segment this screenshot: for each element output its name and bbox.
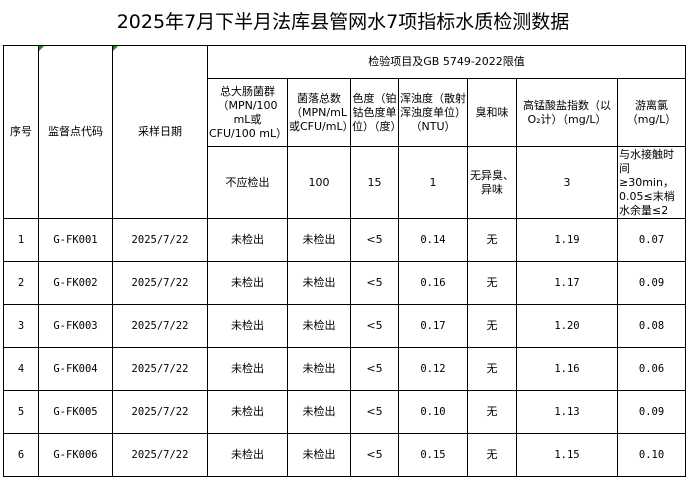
value-cell[interactable]: <5	[350, 304, 399, 348]
value-cell[interactable]: 无	[467, 304, 517, 348]
table-row: 6 G-FK006 2025/7/22 未检出 未检出 <5 0.15 无 1.15 0.10	[3, 433, 686, 477]
seq-cell[interactable]: 1	[3, 218, 39, 262]
value-cell[interactable]: 未检出	[287, 304, 351, 348]
value-cell[interactable]: 未检出	[207, 261, 288, 305]
value-cell[interactable]: <5	[350, 390, 399, 434]
value-cell[interactable]: 1.20	[516, 304, 618, 348]
value-cell[interactable]: 0.17	[398, 304, 468, 348]
water-quality-table: 序号 监督点代码 采样日期 检验项目及GB 5749-2022限值 总大肠菌群（…	[3, 45, 686, 477]
value-cell[interactable]: 未检出	[287, 347, 351, 391]
value-cell[interactable]: 无	[467, 347, 517, 391]
header-item[interactable]: 色度（铂钴色度单位）（度）	[350, 78, 399, 147]
value-cell[interactable]: <5	[350, 218, 399, 262]
limit-cell[interactable]: 15	[350, 146, 399, 219]
header-item[interactable]: 高锰酸盐指数（以O₂计）（mg/L）	[516, 78, 618, 147]
value-cell[interactable]: 0.10	[616, 433, 686, 477]
value-cell[interactable]: 0.10	[398, 390, 468, 434]
header-group[interactable]: 检验项目及GB 5749-2022限值	[206, 45, 686, 79]
value-cell[interactable]: 无	[467, 261, 517, 305]
seq-cell[interactable]: 5	[3, 390, 39, 434]
value-cell[interactable]: 0.07	[616, 218, 686, 262]
limit-cell[interactable]: 100	[287, 146, 351, 219]
header-item[interactable]: 总大肠菌群（MPN/100 mL或 CFU/100 mL）	[207, 78, 288, 147]
header-seq[interactable]: 序号	[3, 45, 39, 219]
date-cell[interactable]: 2025/7/22	[112, 347, 208, 391]
value-cell[interactable]: 未检出	[287, 261, 351, 305]
value-cell[interactable]: 未检出	[207, 390, 288, 434]
date-cell[interactable]: 2025/7/22	[112, 390, 208, 434]
value-cell[interactable]: 1.13	[516, 390, 618, 434]
table-row: 5 G-FK005 2025/7/22 未检出 未检出 <5 0.10 无 1.13 0.09	[3, 390, 686, 434]
seq-cell[interactable]: 3	[3, 304, 39, 348]
page-title: 2025年7月下半月法库县管网水7项指标水质检测数据	[116, 11, 570, 33]
seq-cell[interactable]: 4	[3, 347, 39, 391]
limit-cell[interactable]: 不应检出	[207, 146, 288, 219]
value-cell[interactable]: 1.16	[516, 347, 618, 391]
comment-marker	[113, 46, 118, 51]
value-cell[interactable]: 1.17	[516, 261, 618, 305]
value-cell[interactable]: 未检出	[287, 218, 351, 262]
value-cell[interactable]: 0.09	[616, 390, 686, 434]
value-cell[interactable]: 0.08	[616, 304, 686, 348]
table-row: 3 G-FK003 2025/7/22 未检出 未检出 <5 0.17 无 1.20 0.08	[3, 304, 686, 348]
table-row: 2 G-FK002 2025/7/22 未检出 未检出 <5 0.16 无 1.17 0.09	[3, 261, 686, 305]
code-cell[interactable]: G-FK003	[38, 304, 113, 348]
code-cell[interactable]: G-FK001	[38, 218, 113, 262]
header-item[interactable]: 游离氯（mg/L）	[616, 78, 686, 147]
value-cell[interactable]: 0.16	[398, 261, 468, 305]
header-code[interactable]: 监督点代码	[38, 45, 113, 219]
header-item[interactable]: 臭和味	[467, 78, 517, 147]
seq-cell[interactable]: 2	[3, 261, 39, 305]
date-cell[interactable]: 2025/7/22	[112, 304, 208, 348]
seq-cell[interactable]: 6	[3, 433, 39, 477]
value-cell[interactable]: 0.06	[616, 347, 686, 391]
value-cell[interactable]: 无	[467, 390, 517, 434]
limit-cell[interactable]: 无异臭、异味	[467, 146, 517, 219]
value-cell[interactable]: <5	[350, 433, 399, 477]
value-cell[interactable]: 未检出	[287, 390, 351, 434]
value-cell[interactable]: 1.15	[516, 433, 618, 477]
code-cell[interactable]: G-FK006	[38, 433, 113, 477]
value-cell[interactable]: <5	[350, 347, 399, 391]
limit-cell[interactable]: 3	[516, 146, 618, 219]
code-cell[interactable]: G-FK005	[38, 390, 113, 434]
value-cell[interactable]: 未检出	[207, 433, 288, 477]
comment-marker	[39, 46, 44, 51]
value-cell[interactable]: 0.09	[616, 261, 686, 305]
table-row: 1 G-FK001 2025/7/22 未检出 未检出 <5 0.14 无 1.19 0.07	[3, 218, 686, 262]
value-cell[interactable]: 未检出	[207, 347, 288, 391]
value-cell[interactable]: <5	[350, 261, 399, 305]
header-date[interactable]: 采样日期	[112, 45, 208, 219]
date-cell[interactable]: 2025/7/22	[112, 261, 208, 305]
limit-cell[interactable]: 与水接触时间≥30min，0.05≤末梢水余量≤2	[616, 146, 686, 219]
code-cell[interactable]: G-FK004	[38, 347, 113, 391]
date-cell[interactable]: 2025/7/22	[112, 433, 208, 477]
date-cell[interactable]: 2025/7/22	[112, 218, 208, 262]
limit-cell[interactable]: 1	[398, 146, 468, 219]
value-cell[interactable]: 未检出	[207, 304, 288, 348]
table-row: 4 G-FK004 2025/7/22 未检出 未检出 <5 0.12 无 1.16 0.06	[3, 347, 686, 391]
value-cell[interactable]: 0.15	[398, 433, 468, 477]
value-cell[interactable]: 无	[467, 218, 517, 262]
value-cell[interactable]: 0.12	[398, 347, 468, 391]
value-cell[interactable]: 未检出	[287, 433, 351, 477]
header-item[interactable]: 菌落总数（MPN/mL或CFU/mL）	[287, 78, 351, 147]
value-cell[interactable]: 1.19	[516, 218, 618, 262]
value-cell[interactable]: 0.14	[398, 218, 468, 262]
code-cell[interactable]: G-FK002	[38, 261, 113, 305]
value-cell[interactable]: 无	[467, 433, 517, 477]
value-cell[interactable]: 未检出	[207, 218, 288, 262]
header-item[interactable]: 浑浊度（散射浑浊度单位）（NTU）	[398, 78, 468, 147]
